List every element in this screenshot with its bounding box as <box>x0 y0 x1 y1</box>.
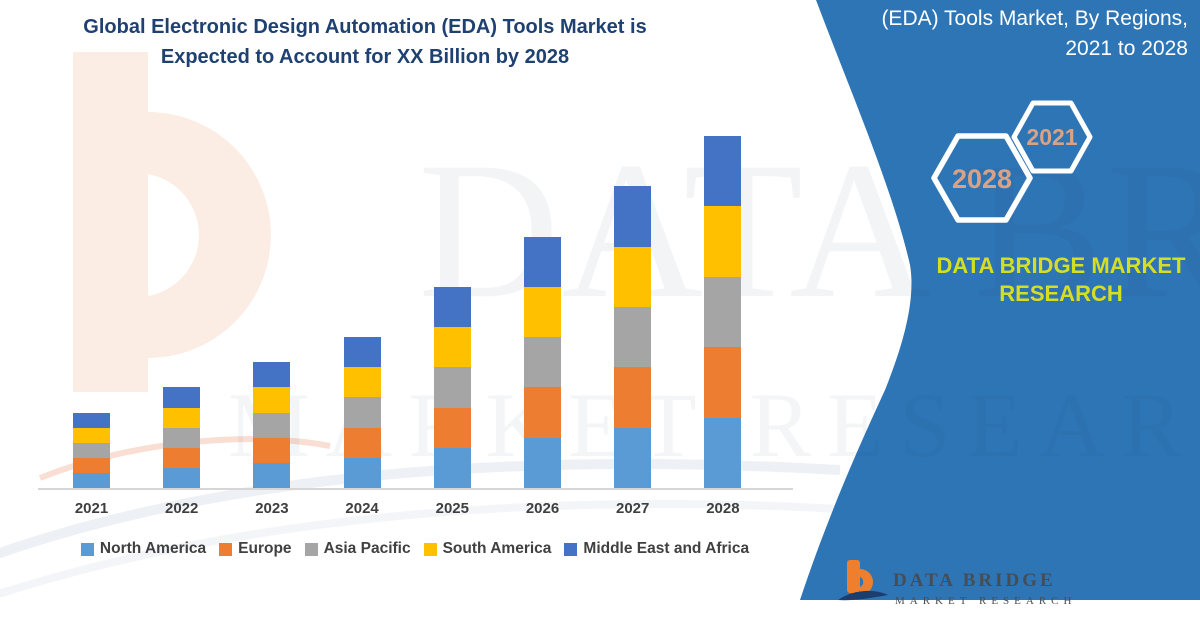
legend-label: Europe <box>238 540 292 557</box>
blue-side-panel <box>800 0 1200 600</box>
stacked-bar-chart <box>73 135 742 488</box>
bar-segment-2027-europe <box>614 367 652 428</box>
bar-2026 <box>524 236 561 488</box>
legend-swatch-icon <box>564 542 578 556</box>
bar-segment-2024-asia-pacific <box>343 397 381 428</box>
bar-segment-2023-south-america <box>253 387 291 413</box>
chart-legend: North America Europe Asia Pacific South Ame… <box>30 540 800 558</box>
bar-segment-2027-asia-pacific <box>614 306 652 368</box>
bar-segment-2027-middle-east-and-africa <box>614 186 652 247</box>
bar-segment-2023-asia-pacific <box>253 412 291 438</box>
legend-swatch-icon <box>423 542 437 556</box>
watermark-b-bowl <box>148 112 271 358</box>
bar-segment-2028-asia-pacific <box>704 276 742 348</box>
bar-segment-2028-south-america <box>704 206 742 277</box>
bar-segment-2022-europe <box>163 447 201 468</box>
legend-swatch-icon <box>219 542 233 556</box>
bar-segment-2025-middle-east-and-africa <box>433 286 471 328</box>
x-axis-label-2022: 2022 <box>165 500 199 517</box>
bar-segment-2022-middle-east-and-africa <box>163 387 201 408</box>
bar-segment-2028-middle-east-and-africa <box>704 135 742 207</box>
legend-item-south-america: South America <box>423 540 552 558</box>
bar-2021 <box>73 412 110 488</box>
x-axis-line <box>38 488 793 490</box>
bar-segment-2026-south-america <box>524 286 561 338</box>
chart-title-line2: Expected to Account for XX Billion by 20… <box>160 46 570 68</box>
content-layer: Global Electronic Design Automation (EDA… <box>15 0 1192 607</box>
legend-item-asia-pacific: Asia Pacific <box>304 540 411 558</box>
hexagon-2021 <box>1011 100 1093 174</box>
side-panel-shape <box>800 0 1200 600</box>
bar-segment-2022-south-america <box>163 407 201 428</box>
bar-segment-2024-middle-east-and-africa <box>343 337 381 368</box>
legend-label: Middle East and Africa <box>583 540 750 557</box>
bar-segment-2023-europe <box>253 437 291 463</box>
x-axis-label-2025: 2025 <box>435 500 469 517</box>
bar-segment-2024-south-america <box>343 367 381 398</box>
bar-segment-2025-asia-pacific <box>433 367 471 408</box>
bar-2022 <box>163 387 201 488</box>
bar-2024 <box>343 337 381 488</box>
hexagon-2021-label: 2021 <box>1026 124 1077 150</box>
x-axis-label-2028: 2028 <box>706 500 740 517</box>
x-axis-label-2026: 2026 <box>525 500 560 517</box>
bar-segment-2026-europe <box>524 387 561 438</box>
footer-logo: DATA BRIDGE MARKET RESEARCH <box>838 558 1198 618</box>
bar-segment-2026-north-america <box>524 437 561 488</box>
panel-header-line1: (EDA) Tools Market, By Regions, <box>881 7 1188 30</box>
bar-segment-2026-asia-pacific <box>524 337 561 388</box>
bar-segment-2027-south-america <box>614 246 652 307</box>
dbmr-logo-icon <box>838 560 888 601</box>
bar-segment-2027-north-america <box>614 427 652 488</box>
bar-2025 <box>433 286 471 488</box>
footer-logo-subtext: MARKET RESEARCH <box>895 595 1077 607</box>
x-axis-label-2027: 2027 <box>616 500 650 517</box>
legend-item-north-america: North America <box>80 540 207 558</box>
legend-label: North America <box>99 540 207 557</box>
legend-item-europe: Europe <box>219 540 292 558</box>
bar-segment-2026-middle-east-and-africa <box>524 236 561 287</box>
panel-header: Global Electronic Design Automation (EDA… <box>768 0 1188 64</box>
watermark-b-stem <box>73 52 148 392</box>
watermark-swoosh-gray2 <box>0 500 861 598</box>
x-axis-label-2021: 2021 <box>74 500 109 517</box>
bar-segment-2021-europe <box>73 457 110 473</box>
legend-item-middle-east-and-africa: Middle East and Africa <box>564 540 749 558</box>
bar-segment-2024-europe <box>343 427 381 458</box>
bar-2027 <box>614 186 652 488</box>
bar-segment-2023-middle-east-and-africa <box>253 362 291 388</box>
year-hexagons: 2021 2028 <box>931 100 1093 223</box>
bar-segment-2022-north-america <box>163 467 201 488</box>
bar-2028 <box>704 135 742 488</box>
bar-segment-2022-asia-pacific <box>163 427 201 448</box>
bar-segment-2021-north-america <box>73 472 110 488</box>
hexagon-2028-label: 2028 <box>952 164 1012 194</box>
bar-segment-2021-south-america <box>73 427 110 443</box>
brand-text: DATA BRIDGE MARKET RESEARCH <box>930 252 1192 308</box>
bar-segment-2028-north-america <box>704 417 742 488</box>
bar-segment-2024-north-america <box>343 457 381 488</box>
x-axis-label-2023: 2023 <box>255 500 289 517</box>
bar-segment-2028-europe <box>704 347 742 418</box>
brand-text-line2: RESEARCH <box>999 281 1123 306</box>
legend-swatch-icon <box>80 542 94 556</box>
bar-segment-2023-north-america <box>253 462 291 488</box>
bar-segment-2021-asia-pacific <box>73 442 110 458</box>
panel-header-line2: 2021 to 2028 <box>1065 37 1188 60</box>
chart-title: Global Electronic Design Automation (EDA… <box>15 12 715 72</box>
legend-label: Asia Pacific <box>323 540 411 557</box>
chart-title-line1: Global Electronic Design Automation (EDA… <box>83 16 647 38</box>
legend-label: South America <box>442 540 552 557</box>
brand-text-line1: DATA BRIDGE MARKET <box>936 253 1186 278</box>
bar-segment-2025-europe <box>433 407 471 448</box>
x-axis-label-2024: 2024 <box>345 500 379 517</box>
bar-segment-2021-middle-east-and-africa <box>73 412 110 428</box>
bar-2023 <box>253 362 291 488</box>
bar-segment-2025-north-america <box>433 447 471 488</box>
footer-logo-text: DATA BRIDGE <box>893 570 1056 591</box>
legend-swatch-icon <box>304 542 318 556</box>
bar-segment-2025-south-america <box>433 327 471 368</box>
hexagon-2028 <box>931 133 1033 223</box>
